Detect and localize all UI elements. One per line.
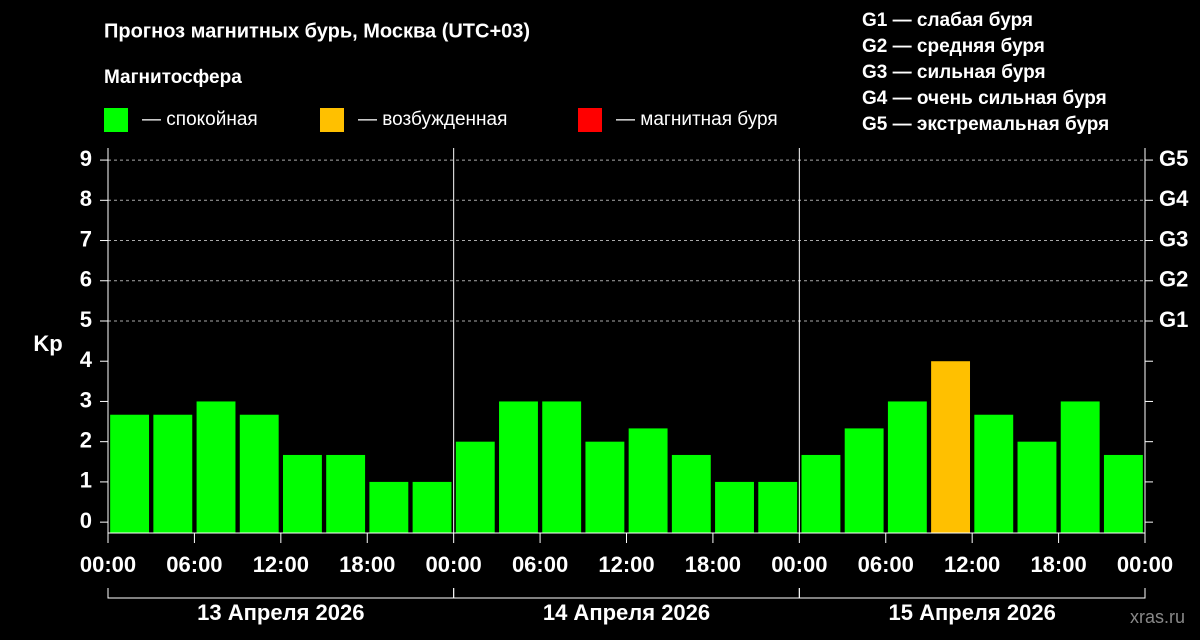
day-bracket (798, 588, 1146, 599)
bar (455, 441, 495, 533)
day-label: 14 Апреля 2026 (543, 600, 710, 625)
y-tick-label: 4 (80, 347, 93, 372)
y-axis-label: Kp (33, 331, 62, 356)
bar (499, 401, 538, 533)
y-tick-label: 7 (80, 226, 92, 251)
y2-tick-label: G5 (1159, 146, 1188, 171)
y-tick-label: 1 (80, 468, 92, 493)
bar (801, 454, 841, 533)
day-label: 15 Апреля 2026 (889, 600, 1056, 625)
y-tick-label: 6 (80, 267, 92, 292)
x-tick-label: 00:00 (426, 552, 482, 577)
legend-label: — возбужденная (358, 109, 507, 130)
bar (326, 454, 366, 533)
y2-tick-label: G3 (1159, 226, 1188, 251)
bar (1103, 454, 1143, 533)
y-tick-label: 8 (80, 186, 92, 211)
bar (931, 361, 971, 533)
watermark: xras.ru (1130, 607, 1185, 627)
scale-note: G1 — слабая буря (862, 10, 1033, 31)
y-tick-label: 0 (80, 508, 92, 533)
day-label: 13 Апреля 2026 (197, 600, 364, 625)
y-tick-label: 3 (80, 387, 92, 412)
bar (110, 414, 150, 533)
x-tick-label: 12:00 (598, 552, 654, 577)
legend-swatch (578, 108, 602, 132)
bar (671, 454, 711, 533)
bar (887, 401, 927, 533)
chart-title: Прогноз магнитных бурь, Москва (UTC+03) (104, 20, 530, 42)
bar (239, 414, 279, 533)
x-tick-label: 00:00 (80, 552, 136, 577)
legend-swatch (320, 108, 344, 132)
bar (369, 481, 409, 533)
subtitle: Магнитосфера (104, 67, 242, 88)
y2-tick-label: G2 (1159, 267, 1188, 292)
bar (1017, 441, 1057, 533)
scale-note: G3 — сильная буря (862, 62, 1046, 83)
y2-tick-label: G4 (1159, 186, 1189, 211)
x-tick-label: 18:00 (685, 552, 741, 577)
bar (196, 401, 236, 533)
bar (758, 481, 798, 533)
bar (153, 414, 193, 533)
x-tick-label: 18:00 (1030, 552, 1086, 577)
y-tick-label: 2 (80, 427, 92, 452)
x-tick-label: 12:00 (944, 552, 1000, 577)
x-tick-label: 18:00 (339, 552, 395, 577)
scale-note: G5 — экстремальная буря (862, 114, 1109, 135)
x-tick-label: 06:00 (512, 552, 568, 577)
bar (282, 454, 322, 533)
day-bracket (453, 588, 800, 599)
bar (1060, 401, 1100, 533)
y-tick-label: 5 (80, 307, 92, 332)
x-tick-label: 00:00 (771, 552, 827, 577)
legend-swatch (104, 108, 128, 132)
bar (542, 401, 582, 533)
bar (715, 481, 754, 533)
bar (585, 441, 625, 533)
legend-label: — спокойная (142, 109, 258, 130)
y2-tick-label: G1 (1159, 307, 1188, 332)
legend-label: — магнитная буря (616, 109, 778, 130)
x-tick-label: 00:00 (1117, 552, 1173, 577)
day-bracket (107, 588, 455, 599)
y-tick-label: 9 (80, 146, 92, 171)
bar (844, 428, 884, 533)
x-tick-label: 06:00 (166, 552, 222, 577)
x-tick-label: 06:00 (858, 552, 914, 577)
bar (628, 428, 668, 533)
x-tick-label: 12:00 (253, 552, 309, 577)
bar (974, 414, 1014, 533)
bar (412, 481, 452, 533)
scale-note: G2 — средняя буря (862, 36, 1045, 57)
scale-note: G4 — очень сильная буря (862, 88, 1107, 109)
